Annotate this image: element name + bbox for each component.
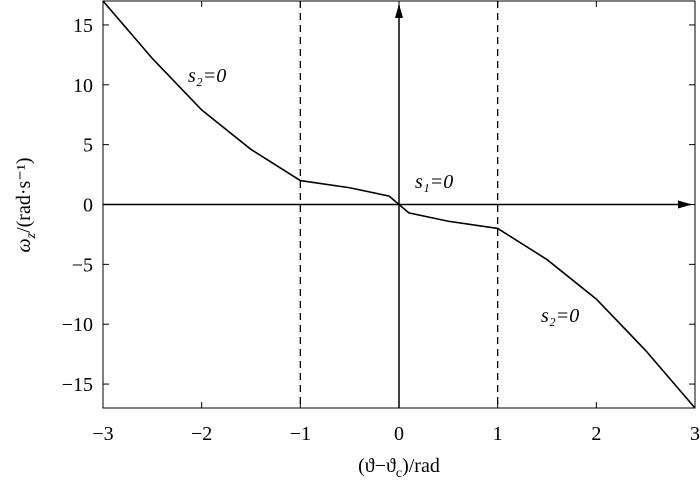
x-tick-label: 3: [690, 423, 700, 445]
x-tick-label: −1: [290, 423, 311, 445]
y-axis-label: ωz/(rad·s⁻¹): [13, 158, 39, 253]
x-tick-label: 1: [493, 423, 503, 445]
x-tick-label: 0: [394, 423, 404, 445]
y-tick-label: 15: [73, 15, 93, 37]
y-label-main: ω: [13, 238, 35, 252]
y-tick-label: 5: [83, 135, 93, 157]
y-tick-label: −5: [72, 254, 93, 276]
x-axis-label: (ϑ−ϑc)/rad: [358, 455, 440, 481]
curve: [102, 0, 696, 409]
y-tick-label: 0: [83, 195, 93, 217]
x-label-rest: )/rad: [402, 455, 440, 477]
annotation: s₁=0: [415, 171, 453, 193]
x-tick-label: −2: [191, 423, 212, 445]
y-tick-label: −15: [62, 374, 93, 396]
x-tick-label: 2: [591, 423, 601, 445]
y-label-rest: /(rad·s⁻¹): [13, 158, 35, 233]
y-tick-label: 10: [73, 75, 93, 97]
annotation: s₂=0: [541, 305, 579, 327]
x-tick-label: −3: [92, 423, 113, 445]
annotation: s₂=0: [188, 65, 226, 87]
x-label-pre: (ϑ−ϑ: [358, 455, 396, 477]
y-tick-label: −10: [62, 314, 93, 336]
x-label-sub: c: [396, 466, 402, 481]
y-label-sub: z: [24, 232, 39, 239]
